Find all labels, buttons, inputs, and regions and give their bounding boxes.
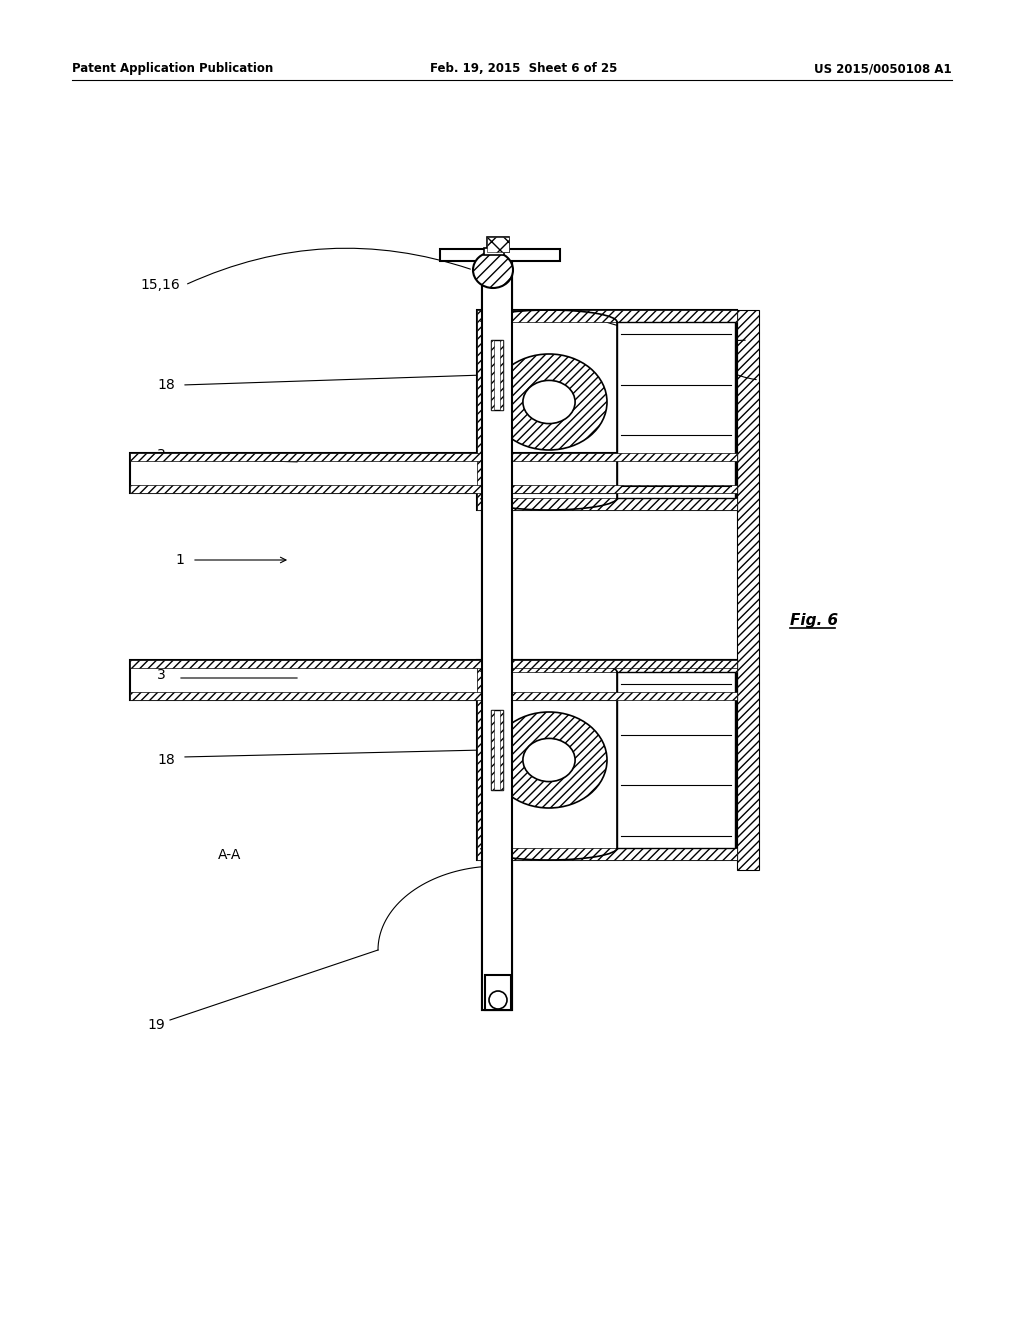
Bar — [130, 660, 737, 700]
Text: A-A: A-A — [218, 847, 242, 862]
Text: Fig. 6: Fig. 6 — [790, 612, 838, 627]
Bar — [477, 660, 737, 861]
Bar — [484, 248, 504, 255]
Bar — [487, 238, 509, 252]
Bar — [130, 692, 737, 700]
Text: 18: 18 — [157, 378, 175, 392]
Text: 19: 19 — [147, 1018, 165, 1032]
Bar — [737, 310, 759, 870]
Bar — [490, 341, 494, 411]
Text: US 2015/0050108 A1: US 2015/0050108 A1 — [814, 62, 952, 75]
Bar — [500, 710, 503, 789]
Text: 18: 18 — [157, 752, 175, 767]
Bar — [477, 310, 737, 510]
Bar — [477, 310, 737, 322]
Bar — [477, 660, 489, 861]
Bar — [130, 453, 737, 461]
Bar — [485, 975, 511, 1010]
Text: 2: 2 — [583, 308, 592, 322]
Bar — [617, 672, 735, 847]
Bar — [490, 710, 503, 789]
Bar — [617, 322, 735, 498]
Bar — [482, 252, 512, 1010]
Bar — [477, 498, 737, 510]
Ellipse shape — [523, 380, 575, 424]
Text: 19: 19 — [615, 323, 633, 337]
Ellipse shape — [490, 711, 607, 808]
Circle shape — [489, 991, 507, 1008]
Text: 15,16: 15,16 — [140, 279, 180, 292]
Ellipse shape — [523, 738, 575, 781]
Bar — [477, 310, 489, 510]
Text: 2: 2 — [680, 335, 689, 348]
Bar — [130, 484, 737, 492]
Bar — [487, 238, 509, 252]
Ellipse shape — [473, 252, 513, 288]
Text: Feb. 19, 2015  Sheet 6 of 25: Feb. 19, 2015 Sheet 6 of 25 — [430, 62, 617, 75]
Text: Patent Application Publication: Patent Application Publication — [72, 62, 273, 75]
Text: 3: 3 — [157, 447, 166, 462]
Bar — [482, 252, 512, 1010]
Bar — [477, 660, 737, 672]
Bar — [500, 341, 503, 411]
Ellipse shape — [490, 354, 607, 450]
Bar — [490, 710, 494, 789]
Text: 3: 3 — [157, 668, 166, 682]
Bar — [477, 847, 737, 861]
Bar — [130, 660, 737, 668]
Bar — [440, 249, 560, 261]
Bar — [130, 453, 737, 492]
Bar — [490, 341, 503, 411]
Text: 1: 1 — [175, 553, 184, 568]
